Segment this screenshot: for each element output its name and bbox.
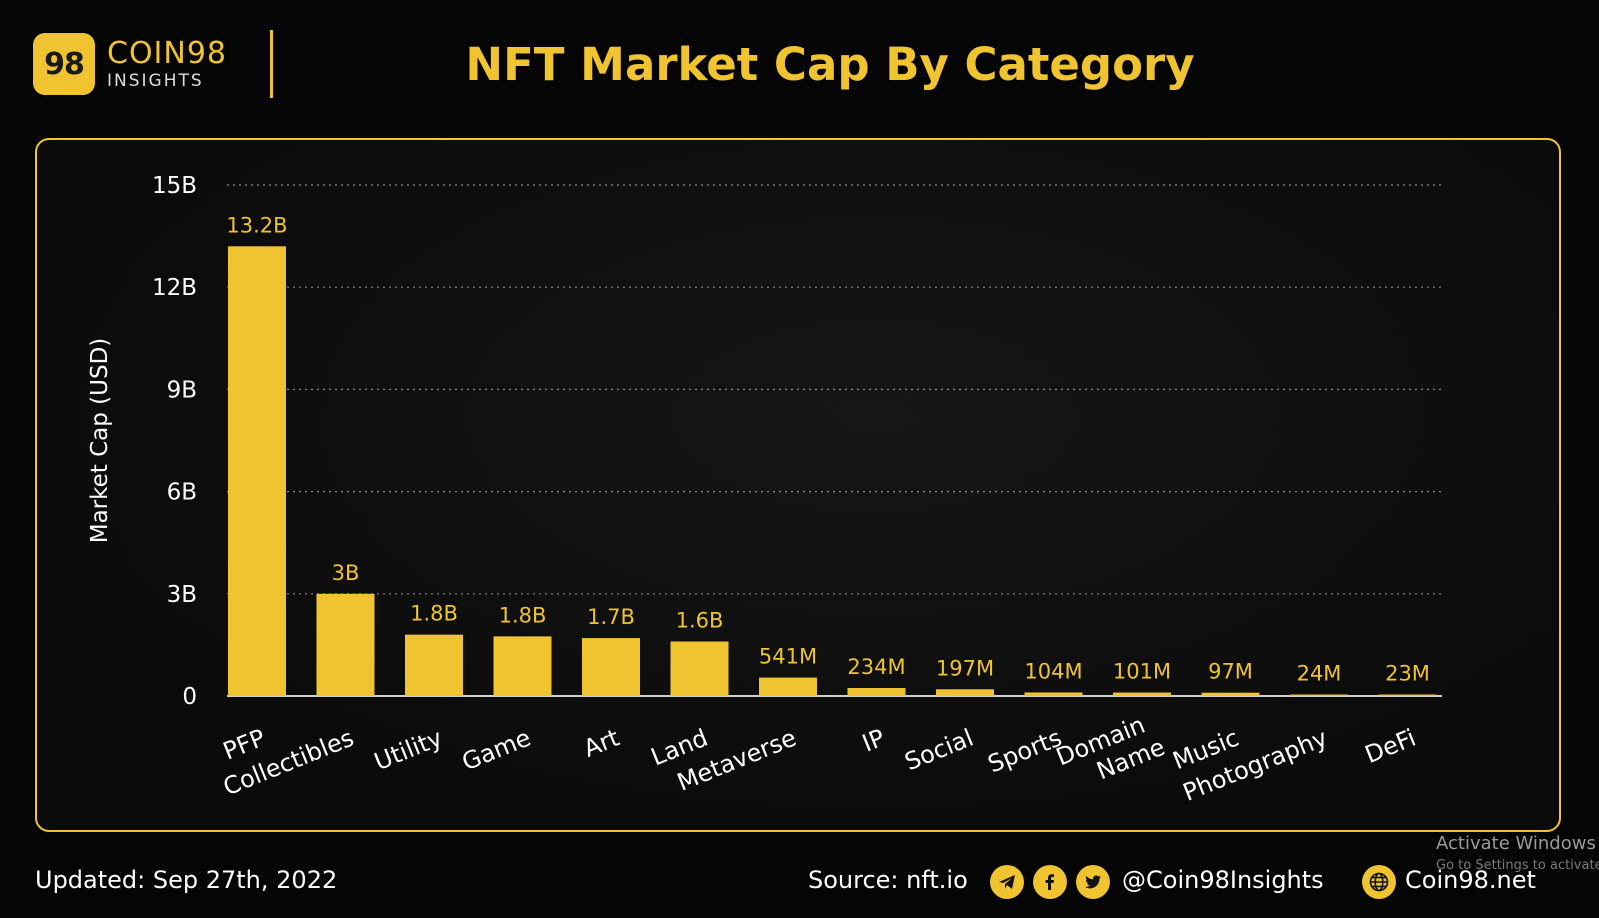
x-tick-label: Social	[901, 724, 977, 777]
data-label: 97M	[1208, 660, 1253, 684]
y-tick-label: 12B	[152, 275, 197, 301]
page-title: NFT Market Cap By Category	[465, 38, 1195, 91]
bar-defi	[1378, 694, 1437, 696]
bar-art	[582, 638, 640, 696]
bar-music	[1201, 692, 1260, 696]
y-tick-label: 9B	[167, 377, 197, 403]
data-label: 234M	[847, 655, 905, 679]
header-divider	[270, 30, 273, 98]
bar-metaverse	[759, 677, 817, 696]
x-tick-label: DeFi	[1361, 724, 1420, 769]
globe-icon	[1362, 865, 1396, 899]
source-label: Source: nft.io	[808, 866, 968, 894]
data-label: 101M	[1113, 660, 1171, 684]
x-tick-label: Art	[580, 724, 624, 763]
y-axis-title: Market Cap (USD)	[87, 338, 113, 544]
data-label: 23M	[1385, 662, 1430, 686]
bar-game	[493, 636, 552, 696]
x-tick-label: Utility	[370, 724, 446, 776]
data-label: 197M	[936, 656, 994, 680]
data-label: 1.8B	[499, 603, 547, 627]
bar-ip	[847, 688, 906, 696]
data-label: 1.7B	[587, 605, 635, 629]
brand-sub: INSIGHTS	[107, 70, 204, 91]
data-label: 24M	[1297, 662, 1342, 686]
telegram-icon[interactable]	[990, 865, 1024, 899]
x-tick-label: IP	[858, 724, 888, 758]
x-tick-label: Game	[458, 724, 535, 777]
website-link[interactable]: Coin98.net	[1405, 866, 1536, 894]
data-label: 13.2B	[226, 213, 287, 237]
social-handle[interactable]: @Coin98Insights	[1122, 866, 1324, 894]
brand-name: COIN98	[107, 35, 228, 71]
data-label: 541M	[759, 645, 817, 669]
updated-date: Updated: Sep 27th, 2022	[35, 866, 338, 894]
bar-utility	[405, 634, 463, 696]
bar-sports	[1024, 692, 1083, 696]
bar-domain-name	[1113, 692, 1171, 696]
y-tick-label: 0	[182, 684, 197, 710]
y-tick-label: 15B	[152, 173, 197, 199]
logo-badge: 98	[33, 33, 95, 95]
y-tick-label: 6B	[167, 480, 197, 506]
bar-social	[936, 689, 994, 696]
twitter-icon[interactable]	[1076, 865, 1110, 899]
facebook-icon[interactable]	[1033, 865, 1067, 899]
windows-watermark-sub: Go to Settings to activate	[1436, 858, 1599, 873]
bar-collectibles	[316, 593, 375, 696]
brand-logo: 98 COIN98 INSIGHTS	[33, 33, 227, 95]
y-tick-label: 3B	[167, 582, 197, 608]
data-label: 1.6B	[676, 608, 724, 632]
data-label: 3B	[332, 561, 360, 585]
x-tick-label: DomainName	[1052, 707, 1169, 798]
bar-land	[670, 641, 729, 696]
windows-watermark: Activate Windows	[1436, 833, 1596, 854]
bar-photography	[1290, 694, 1348, 696]
bar-pfp	[228, 246, 286, 696]
data-label: 1.8B	[410, 602, 458, 626]
chart-panel: 0 3B 6B 9B 12B 15B Market Cap (USD) 13.2B PFP 3B C…	[35, 138, 1561, 832]
data-label: 104M	[1024, 659, 1082, 683]
